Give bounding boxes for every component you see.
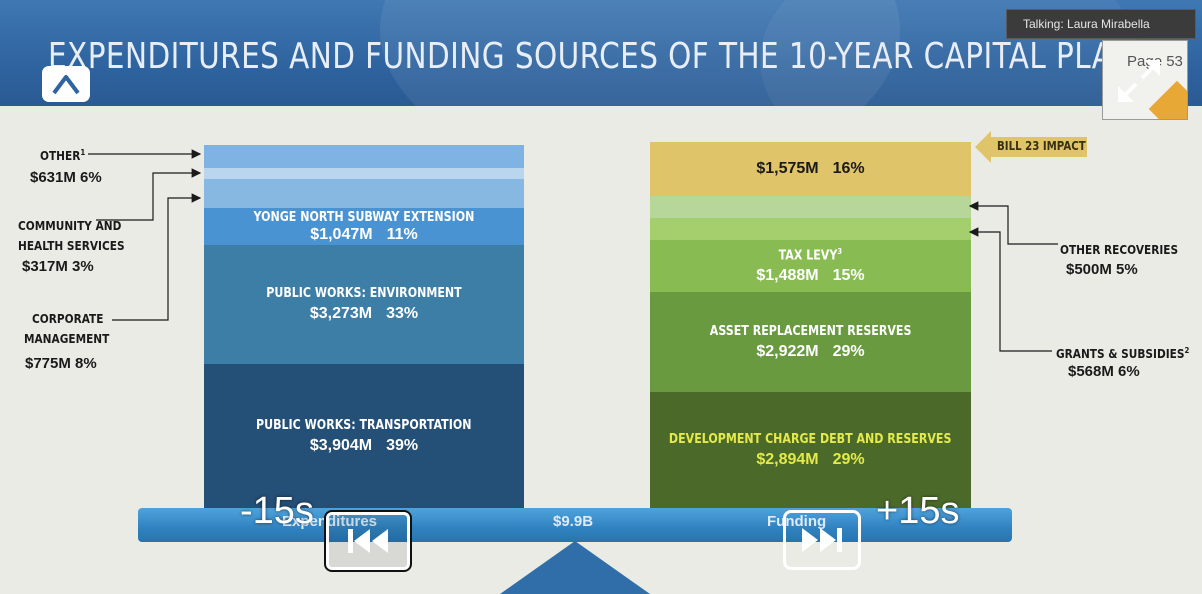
expenditure-segment-environment: PUBLIC WORKS: ENVIRONMENT $3,273M 33% bbox=[204, 245, 524, 364]
funding-segment-bill23: $1,575M 16% bbox=[650, 142, 971, 196]
leader-corporate bbox=[112, 193, 202, 321]
funding-segment-grants bbox=[650, 218, 971, 240]
skip-forward-button[interactable] bbox=[783, 510, 861, 570]
expand-icon[interactable] bbox=[1116, 58, 1162, 104]
rewind-icon bbox=[348, 529, 388, 553]
funding-segment-other-recoveries bbox=[650, 196, 971, 218]
segment-value: $3,904M 39% bbox=[309, 436, 419, 454]
segment-label: ASSET REPLACEMENT RESERVES bbox=[709, 323, 912, 339]
segment-value: $1,047M 11% bbox=[310, 225, 418, 243]
segment-value: $3,273M 33% bbox=[309, 305, 419, 322]
expenditures-bar: YONGE NORTH SUBWAY EXTENSION $1,047M 11% … bbox=[204, 145, 524, 508]
skip-back-button[interactable] bbox=[324, 510, 412, 572]
label-community-health: COMMUNITY AND HEALTH SERVICES $317M 3% bbox=[18, 219, 125, 275]
slide-title-band: EXPENDITURES AND FUNDING SOURCES OF THE … bbox=[0, 0, 1202, 106]
segment-label: PUBLIC WORKS: ENVIRONMENT bbox=[266, 286, 462, 301]
beam-left-label: Expenditures bbox=[282, 513, 378, 530]
segment-value: $1,488M 15% bbox=[756, 267, 865, 285]
beam-right-label: Funding bbox=[767, 513, 827, 530]
beam-center-label: $9.9B bbox=[553, 513, 594, 530]
leader-grants bbox=[968, 227, 1052, 352]
chevron-up-icon bbox=[52, 75, 80, 95]
talking-indicator: Talking: Laura Mirabella bbox=[1006, 9, 1196, 39]
leader-community bbox=[96, 168, 202, 221]
segment-value: $1,575M 16% bbox=[756, 160, 865, 177]
collapse-button[interactable] bbox=[42, 66, 90, 102]
bill-tag-arrow-shape bbox=[975, 131, 1087, 163]
funding-segment-asset-replacement: ASSET REPLACEMENT RESERVES $2,922M 29% bbox=[650, 292, 971, 392]
label-other: OTHER1 $631M 6% bbox=[30, 148, 102, 186]
skip-forward-label: +15s bbox=[876, 490, 960, 532]
funding-segment-development-charge: DEVELOPMENT CHARGE DEBT AND RESERVES $2,… bbox=[650, 392, 971, 508]
expenditure-segment-yonge-subway: YONGE NORTH SUBWAY EXTENSION $1,047M 11% bbox=[204, 208, 524, 245]
label-other-recoveries: OTHER RECOVERIES $500M 5% bbox=[1060, 243, 1179, 278]
fast-forward-icon bbox=[802, 528, 842, 552]
skip-back-label: -15s bbox=[240, 490, 314, 532]
segment-label: YONGE NORTH SUBWAY EXTENSION bbox=[253, 209, 475, 225]
segment-label: TAX LEVY3 bbox=[778, 246, 843, 264]
bill-23-tag: BILL 23 IMPACT bbox=[975, 127, 1093, 167]
leader-other-recoveries bbox=[968, 201, 1058, 245]
expenditure-segment-community-health bbox=[204, 168, 524, 179]
funding-bar: $1,575M 16% TAX LEVY3 $1,488M 15% ASSET RE… bbox=[650, 142, 971, 508]
funding-segment-tax-levy: TAX LEVY3 $1,488M 15% bbox=[650, 240, 971, 292]
balance-beam bbox=[138, 508, 1012, 542]
segment-value: $2,894M 29% bbox=[756, 450, 865, 468]
expenditure-segment-other bbox=[204, 145, 524, 168]
segment-value: $2,922M 29% bbox=[756, 342, 865, 360]
label-corporate: CORPORATE MANAGEMENT $775M 8% bbox=[24, 312, 110, 372]
expenditure-segment-corporate bbox=[204, 179, 524, 208]
segment-label: PUBLIC WORKS: TRANSPORTATION bbox=[256, 417, 472, 433]
segment-label: DEVELOPMENT CHARGE DEBT AND RESERVES bbox=[669, 431, 952, 447]
balance-fulcrum bbox=[500, 541, 650, 594]
expenditure-segment-transportation: PUBLIC WORKS: TRANSPORTATION $3,904M 39% bbox=[204, 364, 524, 508]
label-grants-subsidies: GRANTS & SUBSIDIES2 $568M 6% bbox=[1056, 346, 1190, 380]
